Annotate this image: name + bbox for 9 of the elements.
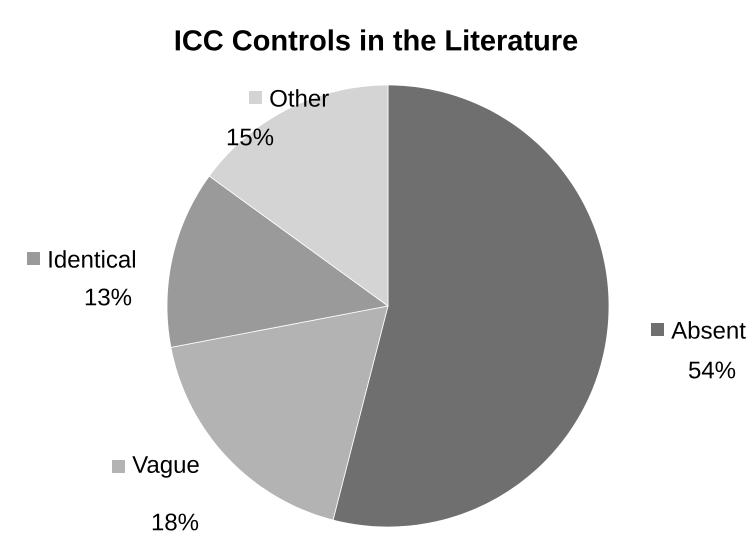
legend-label: Vague (132, 456, 199, 478)
data-label: 13% (86, 288, 132, 306)
legend-label: Other (270, 89, 329, 107)
data-label: 54% (688, 362, 736, 378)
legend-label: Absent (671, 321, 746, 339)
legend-label: Identical (49, 250, 135, 268)
data-label: 15% (228, 128, 274, 146)
chart-title: ICC Controls in the Literature (176, 29, 578, 51)
data-label: 18% (152, 514, 198, 530)
